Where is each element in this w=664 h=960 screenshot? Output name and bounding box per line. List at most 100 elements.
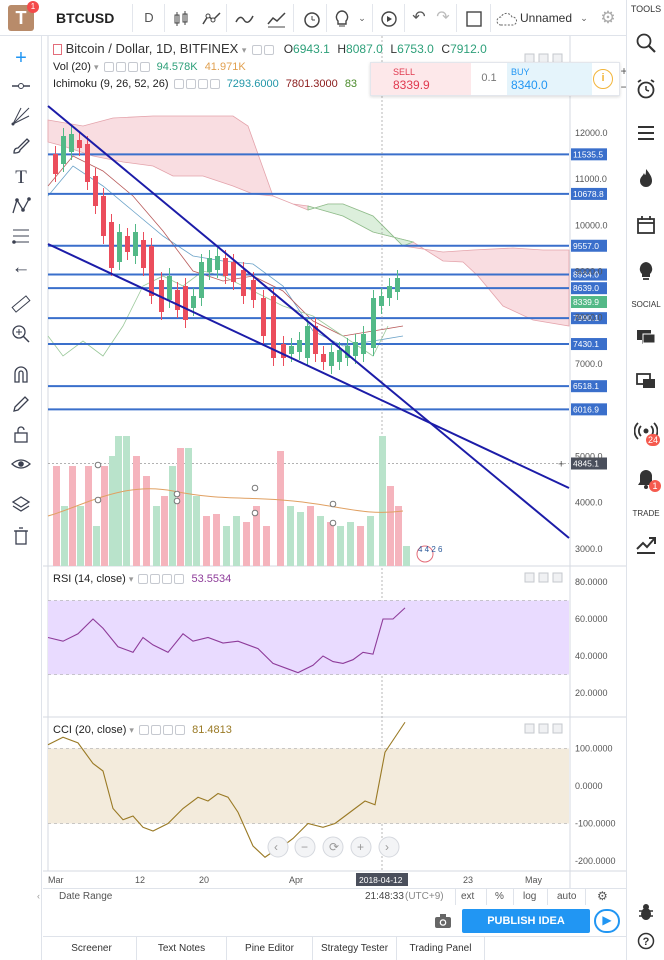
zoom-in-icon[interactable]: [9, 324, 33, 348]
percent-toggle[interactable]: %: [495, 891, 504, 902]
log-toggle[interactable]: log: [523, 891, 537, 902]
financials-icon[interactable]: [263, 0, 291, 36]
tab-text-notes[interactable]: Text Notes: [137, 937, 227, 960]
eye-toggle-icon[interactable]: [173, 79, 184, 90]
search-icon[interactable]: [627, 32, 664, 59]
ruler-icon[interactable]: [9, 294, 33, 318]
add-icon[interactable]: [163, 725, 174, 736]
chart-nav-button[interactable]: −: [294, 836, 316, 858]
undo-icon[interactable]: ↶: [412, 9, 426, 26]
redo-icon[interactable]: ↷: [436, 9, 450, 26]
chevron-down-icon[interactable]: ⌄: [580, 13, 588, 23]
sell-button[interactable]: SELL 8339.9: [371, 63, 471, 95]
brush-icon[interactable]: [9, 136, 33, 160]
replay-icon[interactable]: [376, 0, 402, 36]
compare-icon[interactable]: [198, 0, 226, 36]
settings-toggle-icon[interactable]: [115, 62, 126, 73]
eye-toggle-icon[interactable]: [103, 62, 114, 73]
tab-strategy-tester[interactable]: Strategy Tester: [313, 937, 397, 960]
chevron-down-icon[interactable]: ▾: [129, 725, 134, 735]
camera-icon[interactable]: [434, 913, 452, 934]
tab-pine-editor[interactable]: Pine Editor: [227, 937, 313, 960]
back-arrow-icon[interactable]: ←: [11, 257, 31, 278]
crosshair-icon[interactable]: +: [15, 47, 27, 69]
candles-icon[interactable]: [168, 0, 194, 36]
play-arrow-icon[interactable]: ▶: [594, 909, 620, 933]
chart-canvas[interactable]: 11535.5 10678.8 9557.0 8934.0 8639.0 8339.9 79…: [43, 36, 626, 888]
minus-icon[interactable]: −: [620, 80, 628, 94]
plus-icon[interactable]: +: [620, 64, 628, 78]
settings-toggle-icon[interactable]: [185, 79, 196, 90]
ext-toggle[interactable]: ext: [461, 891, 475, 902]
chevron-down-icon[interactable]: ▾: [241, 45, 247, 55]
auto-toggle[interactable]: auto: [557, 891, 577, 902]
pattern-icon[interactable]: [9, 196, 33, 220]
lock-icon[interactable]: [9, 424, 33, 448]
close-icon[interactable]: [175, 725, 186, 736]
timezone[interactable]: (UTC+9): [405, 891, 444, 902]
tab-screener[interactable]: Screener: [47, 937, 137, 960]
help-icon[interactable]: ?: [627, 932, 664, 955]
layout-name[interactable]: Unnamed: [520, 11, 573, 25]
cci-label[interactable]: CCI (20, close): [53, 724, 127, 736]
chart-nav-button[interactable]: ‹: [267, 836, 289, 858]
close-icon[interactable]: [174, 574, 185, 585]
trash-icon[interactable]: [9, 526, 33, 550]
add-icon[interactable]: [197, 79, 208, 90]
date-range-button[interactable]: Date Range: [59, 891, 113, 902]
eye-toggle-icon[interactable]: [138, 574, 149, 585]
ideas-bulb-icon[interactable]: [627, 260, 664, 287]
chart-title[interactable]: Bitcoin / Dollar, 1D, BITFINEX: [65, 41, 239, 56]
chart-nav-button[interactable]: ⟳: [322, 836, 344, 858]
pencil-lock-icon[interactable]: [9, 394, 33, 418]
private-chat-icon[interactable]: [627, 372, 664, 397]
cloud-icon[interactable]: [494, 0, 520, 36]
alarm-clock-icon[interactable]: [627, 78, 664, 105]
eye-toggle-icon[interactable]: [252, 44, 263, 55]
tab-trading-panel[interactable]: Trading Panel: [397, 937, 485, 960]
close-icon[interactable]: [209, 79, 220, 90]
text-tool-icon[interactable]: T: [15, 167, 27, 188]
chart-nav-button[interactable]: +: [350, 836, 372, 858]
rsi-label[interactable]: RSI (14, close): [53, 573, 126, 585]
info-icon[interactable]: i: [593, 69, 613, 89]
trading-icon[interactable]: [627, 535, 664, 560]
publish-idea-button[interactable]: PUBLISH IDEA: [462, 909, 590, 933]
ideas-bulb-icon[interactable]: [330, 0, 354, 36]
calendar-icon[interactable]: [627, 215, 664, 240]
eye-icon[interactable]: [9, 454, 33, 478]
chevron-down-icon[interactable]: ⌄: [358, 13, 366, 23]
bug-icon[interactable]: [627, 902, 664, 927]
symbol-search[interactable]: BTCUSD: [56, 10, 115, 26]
hotlist-flame-icon[interactable]: [627, 167, 664, 194]
chart-nav-button[interactable]: ›: [378, 836, 400, 858]
interval-button[interactable]: D: [144, 10, 154, 25]
close-icon[interactable]: [139, 62, 150, 73]
buy-button[interactable]: BUY 8340.0: [507, 63, 592, 95]
chart-area[interactable]: 11535.5 10678.8 9557.0 8934.0 8639.0 8339.9 79…: [43, 36, 626, 888]
settings-gear-icon[interactable]: ⚙: [600, 8, 616, 27]
settings-toggle-icon[interactable]: [264, 44, 275, 55]
trend-line-icon[interactable]: [9, 76, 33, 100]
ichimoku-label[interactable]: Ichimoku (9, 26, 52, 26): [53, 78, 169, 90]
watchlist-icon[interactable]: [627, 123, 664, 148]
layers-icon[interactable]: [9, 494, 33, 518]
streams-icon[interactable]: [627, 420, 664, 447]
magnet-icon[interactable]: [9, 364, 33, 388]
chat-icon[interactable]: [627, 328, 664, 353]
settings-toggle-icon[interactable]: [151, 725, 162, 736]
volume-label[interactable]: Vol (20): [53, 61, 91, 73]
gann-fan-icon[interactable]: [9, 106, 33, 130]
add-icon[interactable]: [162, 574, 173, 585]
clock-time[interactable]: 21:48:33: [365, 891, 404, 902]
eye-toggle-icon[interactable]: [139, 725, 150, 736]
fullscreen-icon[interactable]: [462, 0, 486, 36]
chevron-left-icon[interactable]: ‹: [37, 891, 40, 901]
fib-icon[interactable]: [9, 226, 33, 250]
indicators-icon[interactable]: [231, 0, 259, 36]
add-icon[interactable]: [127, 62, 138, 73]
scale-settings-gear-icon[interactable]: ⚙: [597, 889, 608, 903]
chevron-down-icon[interactable]: ▾: [128, 574, 134, 584]
chevron-down-icon[interactable]: ▾: [93, 62, 99, 72]
alert-icon[interactable]: [298, 0, 326, 36]
